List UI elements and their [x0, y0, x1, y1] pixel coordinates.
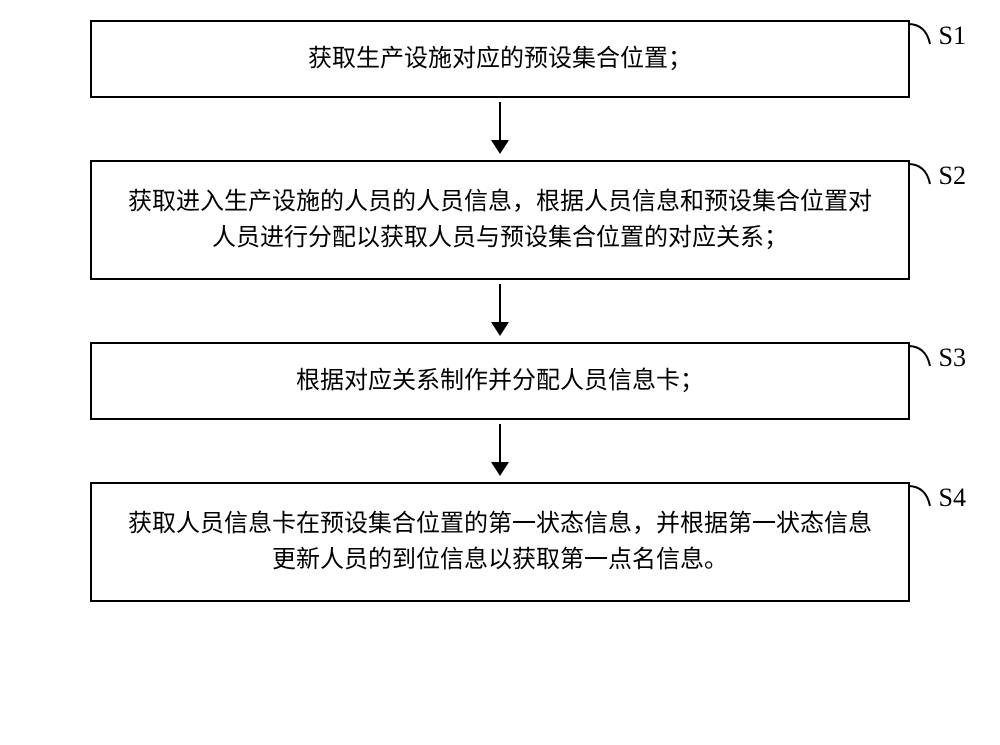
- step-text: 获取生产设施对应的预设集合位置；: [308, 41, 692, 77]
- label-connector-curve: [908, 478, 942, 512]
- arrow-down-icon: [499, 424, 501, 474]
- arrow-down-icon: [499, 102, 501, 152]
- label-connector-curve: [908, 16, 942, 50]
- step-box: S4 获取人员信息卡在预设集合位置的第一状态信息，并根据第一状态信息更新人员的到…: [90, 482, 910, 602]
- step-box: S1 获取生产设施对应的预设集合位置；: [90, 20, 910, 98]
- step-label: S3: [939, 338, 966, 377]
- step-label: S4: [939, 478, 966, 517]
- step-label: S1: [939, 16, 966, 55]
- arrow-down-icon: [499, 284, 501, 334]
- step-text: 获取人员信息卡在预设集合位置的第一状态信息，并根据第一状态信息更新人员的到位信息…: [122, 506, 878, 578]
- step-label: S2: [939, 156, 966, 195]
- step-text: 根据对应关系制作并分配人员信息卡；: [296, 363, 704, 399]
- step-box: S2 获取进入生产设施的人员的人员信息，根据人员信息和预设集合位置对人员进行分配…: [90, 160, 910, 280]
- label-connector-curve: [908, 338, 942, 372]
- flowchart-container: S1 获取生产设施对应的预设集合位置； S2 获取进入生产设施的人员的人员信息，…: [60, 20, 940, 602]
- step-box: S3 根据对应关系制作并分配人员信息卡；: [90, 342, 910, 420]
- step-text: 获取进入生产设施的人员的人员信息，根据人员信息和预设集合位置对人员进行分配以获取…: [122, 184, 878, 256]
- label-connector-curve: [908, 156, 942, 190]
